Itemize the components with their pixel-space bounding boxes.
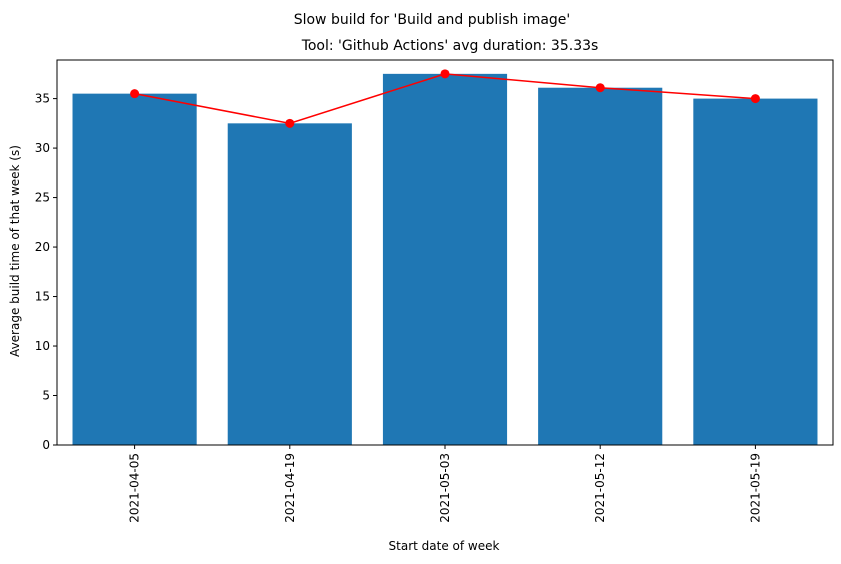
y-tick-label: 15: [35, 290, 50, 304]
x-tick-label: 2021-05-12: [593, 453, 607, 523]
line-point-2021-05-12: [595, 83, 605, 93]
x-tick-label: 2021-05-19: [748, 453, 762, 523]
y-tick-label: 20: [35, 240, 50, 254]
y-tick-label: 10: [35, 339, 50, 353]
bar-2021-04-19: [227, 123, 352, 445]
bar-2021-05-12: [538, 87, 663, 445]
chart-suptitle: Slow build for 'Build and publish image': [294, 12, 571, 28]
x-axis-ticks: 2021-04-05 2021-04-19 2021-05-03 2021-05-12…: [128, 445, 762, 523]
chart-title: Tool: 'Github Actions' avg duration: 35.…: [301, 38, 599, 54]
y-tick-label: 35: [35, 92, 50, 106]
bars-group: [72, 73, 818, 445]
y-tick-label: 0: [42, 438, 50, 452]
y-axis-ticks: 0 5 10 15 20 25 30 35: [35, 92, 57, 452]
x-tick-label: 2021-04-19: [283, 453, 297, 523]
y-tick-label: 30: [35, 141, 50, 155]
line-point-2021-04-05: [130, 89, 140, 99]
plot-frame: [56, 59, 834, 446]
x-axis-label: Start date of week: [389, 539, 500, 553]
y-tick-label: 25: [35, 191, 50, 205]
y-axis-label: Average build time of that week (s): [8, 145, 22, 357]
line-point-2021-04-19: [285, 118, 295, 128]
line-point-2021-05-19: [750, 94, 760, 104]
x-tick-label: 2021-05-03: [438, 453, 452, 523]
y-tick-label: 5: [42, 389, 50, 403]
line-group: [130, 69, 760, 128]
x-tick-label: 2021-04-05: [128, 453, 142, 523]
bar-2021-05-19: [693, 98, 818, 445]
bar-2021-05-03: [382, 73, 508, 445]
line-point-2021-05-03: [440, 69, 450, 79]
bar-2021-04-05: [72, 93, 197, 445]
